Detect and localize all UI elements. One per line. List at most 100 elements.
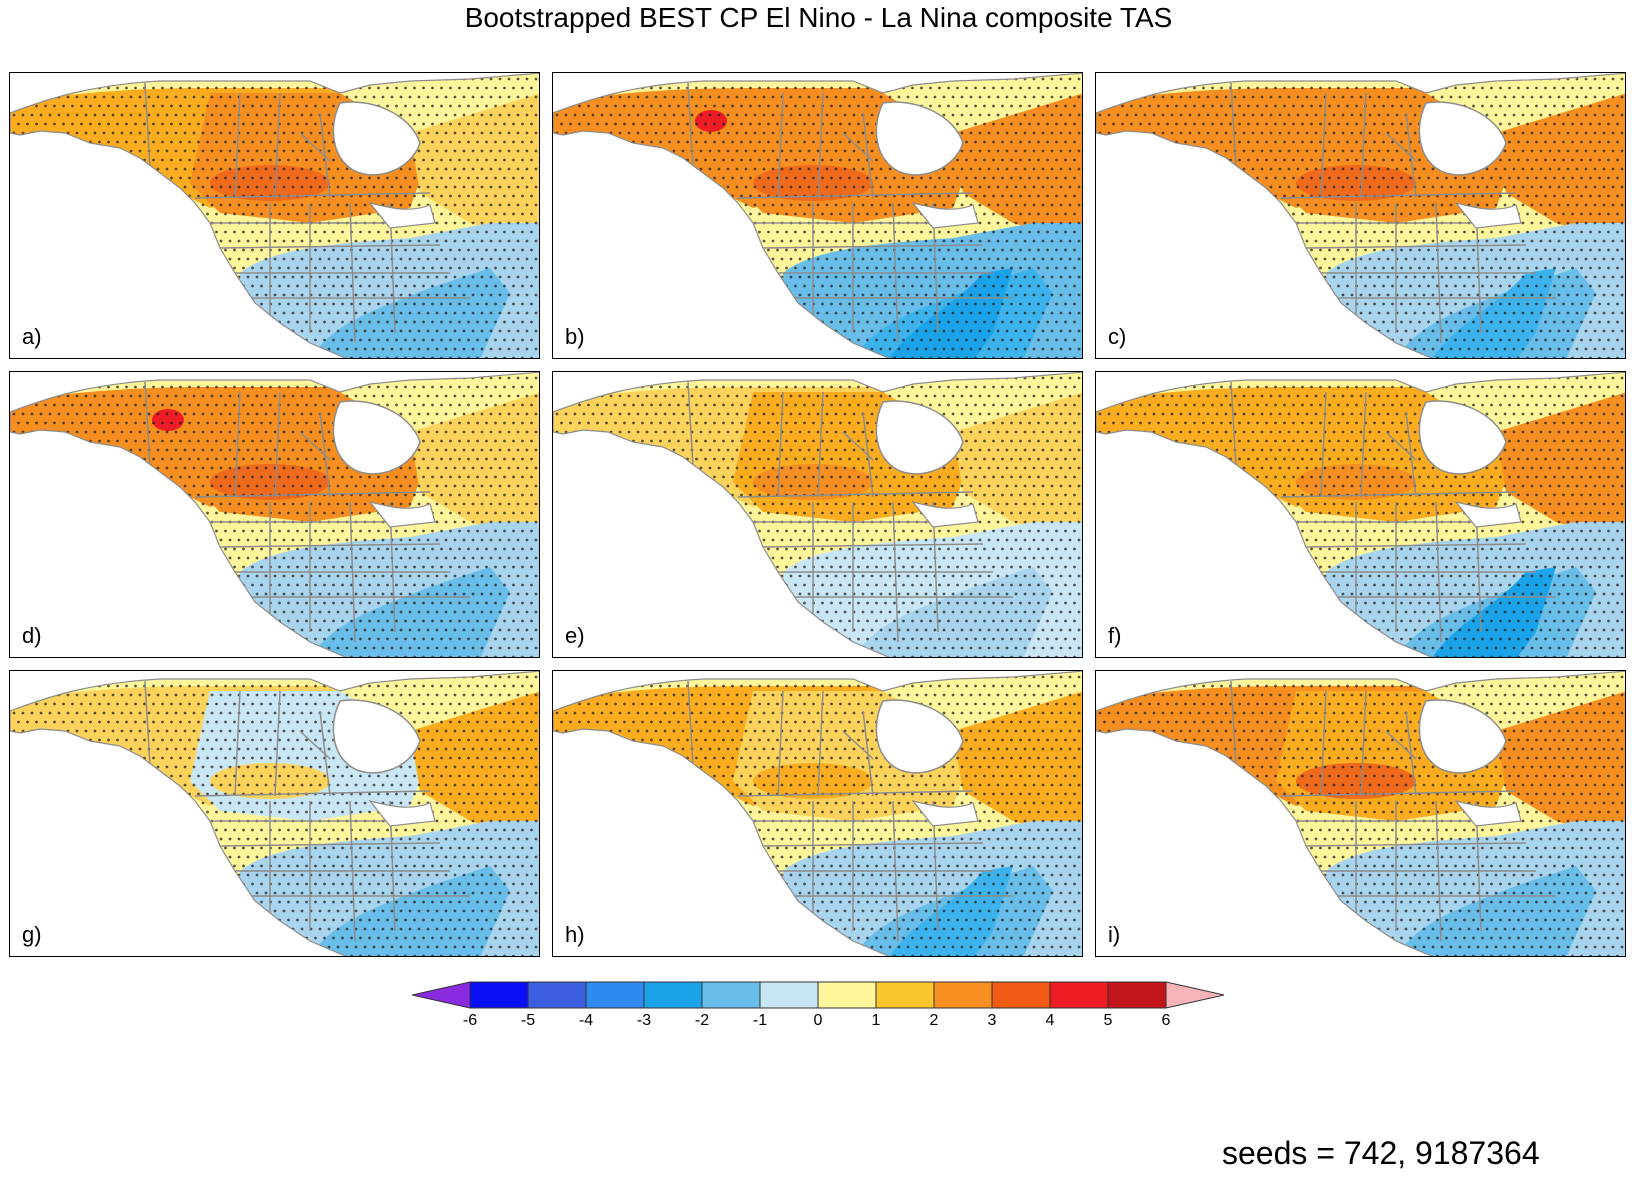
great-lakes	[1454, 799, 1522, 827]
hudson-bay	[875, 699, 964, 774]
strong-cooling-contour	[888, 268, 1013, 358]
figure-title: Bootstrapped BEST CP El Nino - La Nina c…	[464, 2, 1173, 33]
panel-label: e)	[565, 623, 585, 648]
hotspot-contour	[152, 409, 184, 431]
strong-cooling-contour	[1431, 567, 1556, 657]
coastline	[553, 671, 1082, 956]
colorbar	[412, 981, 1225, 1009]
great-lakes	[911, 201, 979, 229]
colorbar-swatch	[701, 981, 761, 1009]
warm-anomaly-core	[753, 165, 873, 201]
hudson-bay	[1418, 699, 1507, 774]
panel-label: i)	[1108, 922, 1121, 947]
hudson-bay	[332, 699, 421, 774]
warm-anomaly-core	[210, 763, 330, 799]
map-panel: b)	[552, 72, 1083, 359]
colorbar-tick-label: 3	[987, 1012, 997, 1029]
colorbar-swatch	[1107, 981, 1167, 1009]
map-canvas	[553, 73, 1082, 358]
great-lakes	[911, 500, 979, 528]
great-lakes	[368, 201, 436, 229]
political-boundaries	[687, 381, 1013, 643]
political-boundaries	[687, 82, 1013, 344]
panel-label: f)	[1108, 623, 1122, 648]
map-canvas	[10, 73, 539, 358]
colorbar-tick-label: 4	[1045, 1012, 1055, 1029]
political-boundaries	[687, 680, 1013, 942]
strong-cooling-contour	[888, 866, 1013, 956]
hudson-bay	[1418, 101, 1507, 176]
map-canvas	[10, 372, 539, 657]
colorbar-tick-label: -3	[636, 1012, 652, 1029]
map-canvas	[10, 671, 539, 956]
map-panel: f)	[1095, 371, 1626, 658]
political-boundaries	[1230, 381, 1556, 643]
colorbar-swatch	[817, 981, 877, 1009]
colorbar-tick-label: 5	[1103, 1012, 1113, 1029]
colorbar-swatch	[469, 981, 529, 1009]
great-lakes	[911, 799, 979, 827]
colorbar-tick-label: -4	[578, 1012, 594, 1029]
panel-label: c)	[1108, 324, 1127, 349]
panel-label: h)	[565, 922, 585, 947]
colorbar-tick-label: -6	[462, 1012, 478, 1029]
great-lakes	[1454, 201, 1522, 229]
hudson-bay	[875, 101, 964, 176]
colorbar-swatch	[933, 981, 993, 1009]
great-lakes	[1454, 500, 1522, 528]
panel-label: a)	[22, 324, 42, 349]
panel-label: g)	[22, 922, 42, 947]
map-canvas	[553, 372, 1082, 657]
hudson-bay	[1418, 400, 1507, 475]
map-panel: a)	[9, 72, 540, 359]
colorbar-swatch	[643, 981, 703, 1009]
map-canvas	[1096, 372, 1625, 657]
warm-anomaly-core	[1296, 763, 1416, 799]
warm-anomaly-core	[753, 763, 873, 799]
coastline	[553, 73, 1082, 358]
hudson-bay	[332, 400, 421, 475]
colorbar-low-extension	[412, 981, 471, 1009]
political-boundaries	[1230, 82, 1556, 344]
strong-cooling-contour	[1431, 268, 1556, 358]
coastline	[1096, 671, 1625, 956]
hudson-bay	[332, 101, 421, 176]
political-boundaries	[1230, 680, 1556, 942]
coastline	[10, 671, 539, 956]
colorbar-tick-label: 6	[1161, 1012, 1171, 1029]
colorbar-swatch	[1049, 981, 1109, 1009]
political-boundaries	[144, 680, 470, 942]
great-lakes	[368, 799, 436, 827]
coastline	[553, 372, 1082, 657]
seeds-caption: seeds = 742, 9187364	[1222, 1135, 1540, 1171]
political-boundaries	[144, 82, 470, 344]
map-panel: i)	[1095, 670, 1626, 957]
warm-anomaly-core	[210, 464, 330, 500]
map-panel: e)	[552, 371, 1083, 658]
coastline	[1096, 73, 1625, 358]
political-boundaries	[144, 381, 470, 643]
warm-anomaly-core	[1296, 165, 1416, 201]
colorbar-swatch	[875, 981, 935, 1009]
map-panel: d)	[9, 371, 540, 658]
coastline	[1096, 372, 1625, 657]
map-panel: h)	[552, 670, 1083, 957]
panel-label: b)	[565, 324, 585, 349]
colorbar-tick-label: -2	[694, 1012, 710, 1029]
colorbar-swatch	[585, 981, 645, 1009]
great-lakes	[368, 500, 436, 528]
coastline	[10, 372, 539, 657]
warm-anomaly-core	[210, 165, 330, 201]
colorbar-swatch	[991, 981, 1051, 1009]
coastline	[10, 73, 539, 358]
colorbar-tick-label: 1	[871, 1012, 881, 1029]
colorbar-high-extension	[1165, 981, 1225, 1009]
map-panel: c)	[1095, 72, 1626, 359]
warm-anomaly-core	[1296, 464, 1416, 500]
panel-label: d)	[22, 623, 42, 648]
map-canvas	[1096, 671, 1625, 956]
hudson-bay	[875, 400, 964, 475]
colorbar-tick-label: 0	[813, 1012, 823, 1029]
map-canvas	[553, 671, 1082, 956]
warm-anomaly-core	[753, 464, 873, 500]
